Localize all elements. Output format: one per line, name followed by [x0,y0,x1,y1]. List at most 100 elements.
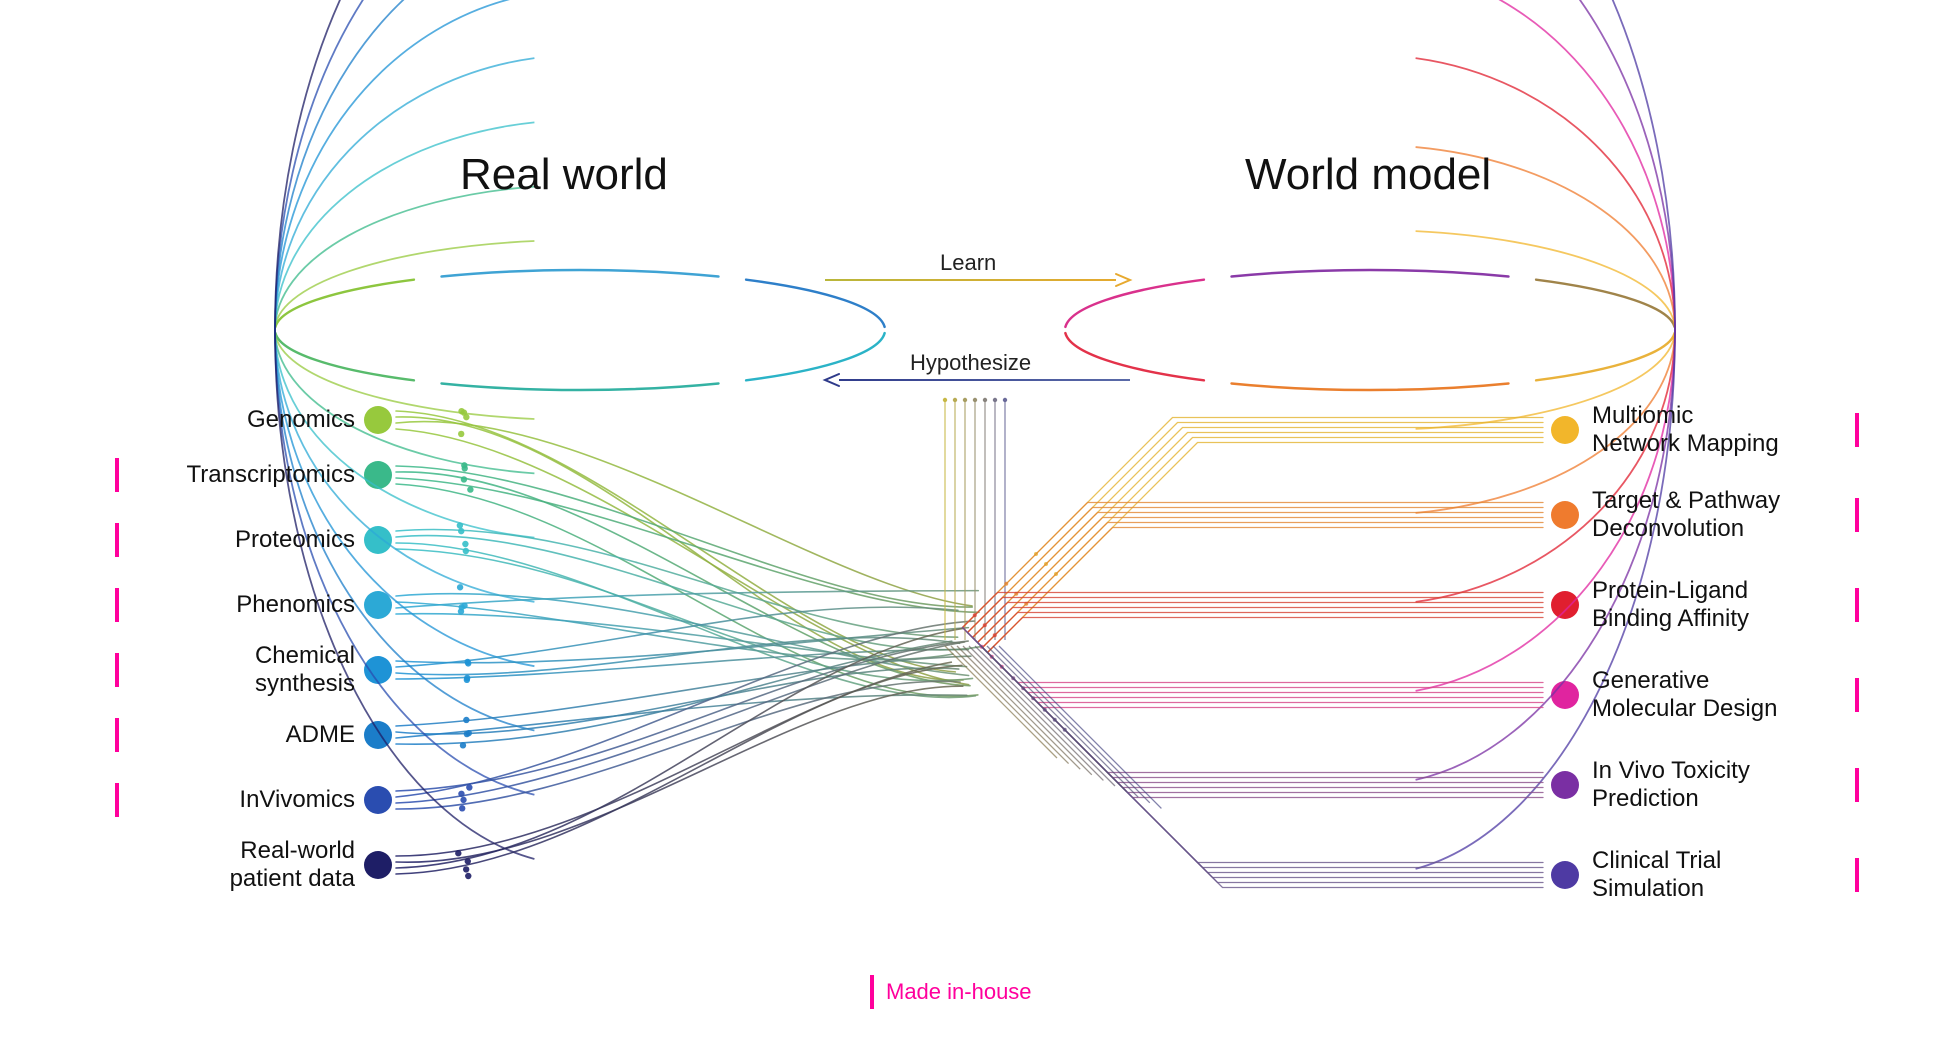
right-arc [1416,147,1675,513]
hypothesize-arrow-head [825,374,839,386]
tendril-dot [461,602,467,608]
circuit-down [975,646,1115,786]
right-dot [1551,681,1579,709]
circuit-branch [963,628,1544,683]
circuit-via [1003,398,1007,402]
in-house-tick-right [1855,858,1859,892]
left-arc [275,58,534,602]
tendril-dot [463,717,469,723]
right-item-label: In Vivo ToxicityPrediction [1592,757,1852,812]
left-dot [364,851,392,879]
left-dot [364,406,392,434]
in-house-tick-left [115,718,119,752]
tendril-dot [460,742,466,748]
tendril-dot [462,465,468,471]
tendril [396,466,972,607]
right-ellipse-seg [1065,333,1203,380]
tendril-dot [464,659,470,665]
right-ellipse-seg [1232,383,1509,390]
left-ellipse-seg [442,383,719,390]
left-dot [364,526,392,554]
circuit-branch [983,523,1544,648]
circuit-branch [973,638,1544,783]
tendril-dot [467,486,473,492]
circuit-via [993,398,997,402]
tendril-dot [463,866,469,872]
in-house-tick-left [115,523,119,557]
tendril [396,529,958,637]
right-ellipse-seg [1536,280,1674,327]
circuit-branch [988,528,1544,653]
right-item-label: Protein-LigandBinding Affinity [1592,577,1852,632]
circuit-branch [983,438,1544,648]
right-dot [1551,591,1579,619]
right-dot [1551,771,1579,799]
circuit-branch [988,653,1544,708]
left-item-label: Genomics [135,406,355,434]
circuit-down [981,646,1127,792]
hypothesize-label: Hypothesize [910,350,1031,376]
tendril [396,417,963,680]
right-arc [1416,0,1675,780]
tendril-dot [459,805,465,811]
tendril-dot [461,476,467,482]
right-dot [1551,501,1579,529]
right-item-label: GenerativeMolecular Design [1592,667,1852,722]
circuit-branch [983,648,1544,703]
circuit-branch [978,643,1544,878]
circuit-branch [978,643,1544,698]
legend-bar [870,975,874,1009]
right-item-label: Clinical TrialSimulation [1592,847,1852,902]
learn-label: Learn [940,250,996,276]
circuit-down [963,646,1092,775]
tendril [396,621,974,797]
circuit-branch [988,653,1544,798]
tendril [396,422,972,606]
left-ellipse-seg [746,333,884,380]
tendril [396,591,978,608]
left-item-label: Chemicalsynthesis [135,642,355,697]
left-dot [364,786,392,814]
left-dot [364,656,392,684]
tendril [396,668,959,734]
circuit-via [963,398,967,402]
left-ellipse-seg [746,280,884,327]
left-item-label: Phenomics [135,591,355,619]
legend: Made in-house [870,975,1032,1009]
left-item-label: Real-worldpatient data [135,837,355,892]
circuit-branch [968,508,1544,633]
right-item-label: MultiomicNetwork Mapping [1592,402,1852,457]
left-ellipse-seg [442,270,719,277]
title-left: Real world [460,150,668,200]
in-house-tick-right [1855,588,1859,622]
circuit-via [973,613,977,617]
in-house-tick-right [1855,498,1859,532]
tendril [396,535,980,649]
circuit-via [953,398,957,402]
in-house-tick-left [115,588,119,622]
tendril [396,681,960,809]
right-arc [1416,231,1675,429]
left-item-label: InVivomics [135,786,355,814]
circuit-branch [973,638,1544,693]
circuit-down [993,646,1150,803]
right-ellipse-seg [1232,270,1509,277]
tendril-dot [458,608,464,614]
tendril-dot [457,584,463,590]
in-house-tick-right [1855,413,1859,447]
left-ellipse-seg [275,280,413,327]
circuit-via [993,633,997,637]
tendril-dot [464,675,470,681]
circuit-via [1004,582,1008,586]
tendril-dot [455,850,461,856]
tendril-dot [463,414,469,420]
tendril-dot [458,431,464,437]
tendril-dot [463,548,469,554]
circuit-via [983,398,987,402]
circuit-branch [988,618,1544,653]
in-house-tick-left [115,653,119,687]
tendril-dot [457,522,463,528]
circuit-branch [973,638,1544,873]
circuit-branch [963,503,1544,628]
tendril-dot [465,873,471,879]
